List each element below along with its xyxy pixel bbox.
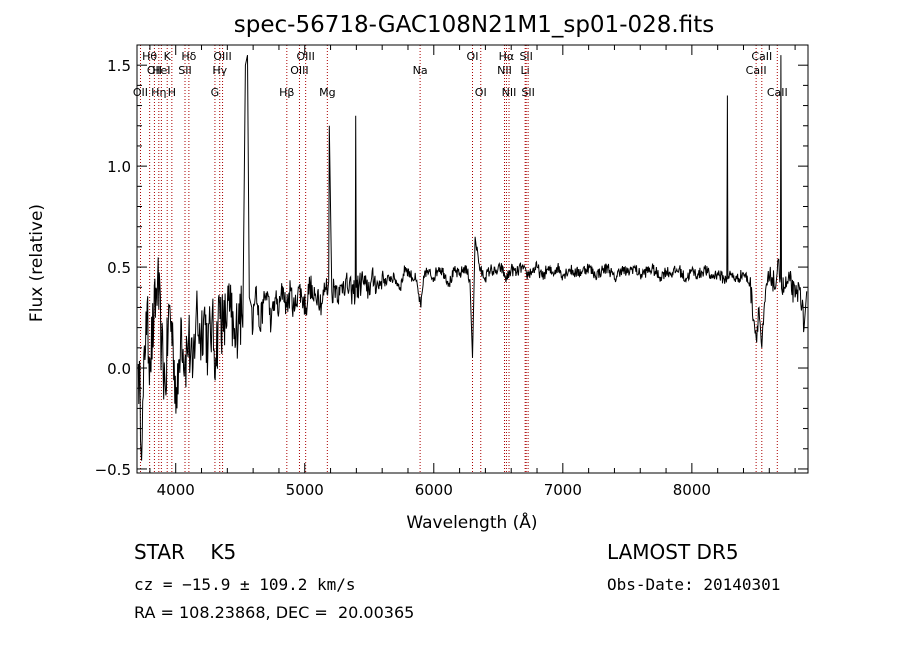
x-tick-label: 7000 (544, 481, 582, 499)
line-marker-label: CaII (746, 64, 767, 77)
line-marker-label: Hα (499, 50, 515, 63)
plot-frame (136, 44, 809, 474)
line-marker-label: Hη (151, 86, 166, 99)
line-marker-label: OI (475, 86, 487, 99)
x-tick-label: 8000 (673, 481, 711, 499)
line-marker-label: Mg (319, 86, 335, 99)
line-marker-label: NII (497, 64, 512, 77)
x-axis-label: Wavelength (Å) (406, 511, 537, 533)
coordinates: RA = 108.23868, DEC = 20.00365 (134, 603, 415, 622)
object-class: STAR K5 (134, 540, 237, 564)
observation-date: Obs-Date: 20140301 (607, 575, 781, 594)
line-marker-label: SII (521, 86, 534, 99)
y-tick-label: 1.5 (107, 57, 131, 75)
y-tick-label: 0.5 (107, 259, 131, 277)
line-marker-label: OI (467, 50, 479, 63)
line-marker-label: Hθ (142, 50, 157, 63)
line-marker-label: Li (521, 64, 530, 77)
line-marker-label: H (168, 86, 176, 99)
y-tick-label: 0.0 (107, 360, 131, 378)
y-tick-label: 1.0 (107, 158, 131, 176)
line-marker-label: Na (413, 64, 428, 77)
y-tick-label: −0.5 (95, 461, 131, 479)
line-marker-label: CaII (767, 86, 788, 99)
chart-title: spec-56718-GAC108N21M1_sp01-028.fits (234, 12, 714, 38)
line-marker-label: Hβ (279, 86, 294, 99)
x-tick-label: 4000 (157, 481, 195, 499)
line-marker-label: Hδ (181, 50, 196, 63)
x-tick-label: 5000 (286, 481, 324, 499)
spectral-line-markers: OIIHθOIIHηHeIKHSIIHδGHγOIIIHβOIIIOIIIMgN… (133, 45, 788, 473)
line-marker-label: HeI (152, 64, 170, 77)
line-marker-label: Hγ (212, 64, 227, 77)
line-marker-label: OII (147, 64, 162, 77)
line-marker-label: OIII (296, 50, 314, 63)
line-marker-label: K (164, 50, 172, 63)
line-marker-label: NII (502, 86, 517, 99)
line-marker-label: G (211, 86, 220, 99)
line-marker-label: OIII (213, 50, 231, 63)
line-marker-label: OIII (290, 64, 308, 77)
line-marker-label: SII (178, 64, 191, 77)
x-tick-label: 6000 (415, 481, 453, 499)
redshift-velocity: cz = −15.9 ± 109.2 km/s (134, 575, 356, 594)
line-marker-label: CaII (751, 50, 772, 63)
line-marker-label: SII (519, 50, 532, 63)
line-marker-label: OII (133, 86, 148, 99)
spectrum-line (137, 54, 808, 461)
y-axis-ticks: −0.5 0.0 0.5 1.0 1.5 (95, 57, 808, 479)
survey-name: LAMOST DR5 (607, 540, 739, 564)
y-axis-label: Flux (relative) (27, 204, 47, 322)
x-axis-ticks: 4000 5000 6000 7000 8000 (149, 45, 796, 499)
